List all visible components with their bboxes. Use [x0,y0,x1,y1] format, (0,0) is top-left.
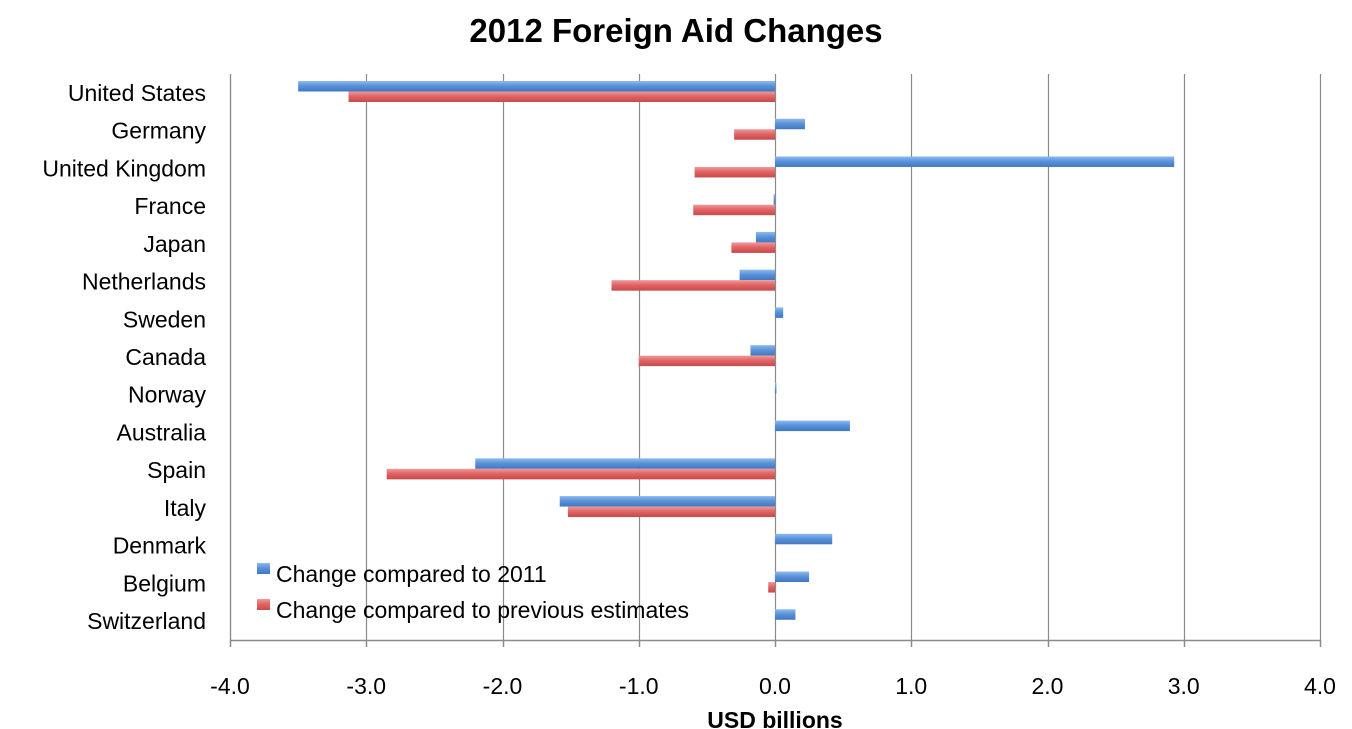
category-label-6: Sweden [123,306,206,332]
bar-vs-previous-0 [348,91,775,102]
bar-vs-2011-13 [775,571,810,583]
category-label-10: Spain [147,457,206,483]
category-label-4: Japan [143,231,206,257]
bar-vs-previous-2 [694,166,775,178]
bar-vs-previous-5 [611,280,775,291]
x-tick-label-8: 4.0 [1304,673,1336,699]
bar-vs-2011-9 [775,420,850,432]
bar-vs-2011-10 [475,458,775,469]
bar-vs-2011-6 [775,307,784,318]
bar-vs-2011-0 [298,81,775,92]
category-label-8: Norway [128,382,206,408]
category-label-12: Denmark [113,533,207,559]
legend-swatch-0 [257,563,270,574]
category-label-13: Belgium [123,570,206,596]
bars [298,81,1175,620]
category-label-2: United Kingdom [42,155,206,181]
category-label-7: Canada [125,344,206,370]
category-label-14: Switzerland [87,608,206,634]
x-tick-label-1: -3.0 [346,673,386,699]
axes [229,74,1322,647]
legend-label-1: Change compared to previous estimates [276,597,689,623]
bar-vs-previous-1 [734,129,775,140]
x-tick-label-5: 1.0 [895,673,927,699]
bar-vs-2011-7 [750,345,775,356]
bar-vs-2011-12 [775,533,833,545]
labels: -4.0 -3.0 -2.0 -1.0 0.0 1.0 2.0 3.0 4.0 United St… [42,80,1336,729]
category-label-1: Germany [111,118,206,144]
x-tick-label-3: -1.0 [619,673,659,699]
legend-swatch-1 [257,599,270,610]
bar-vs-previous-4 [731,242,775,253]
x-tick-label-6: 2.0 [1032,673,1064,699]
bar-vs-2011-2 [775,156,1175,167]
category-label-11: Italy [164,495,207,521]
category-label-0: United States [68,80,206,106]
category-label-3: France [134,193,206,219]
bar-vs-2011-8 [775,382,777,394]
bar-vs-previous-7 [638,355,775,367]
chart-title: 2012 Foreign Aid Changes [469,12,883,49]
x-tick-label-0: -4.0 [210,673,250,699]
x-tick-label-7: 3.0 [1168,673,1200,699]
bar-vs-2011-3 [773,194,775,205]
category-label-5: Netherlands [82,269,206,295]
bar-vs-previous-11 [567,506,775,518]
bar-vs-previous-13 [768,582,775,593]
x-tick-label-4: 0.0 [759,673,791,699]
bar-vs-2011-11 [559,496,775,507]
bar-vs-2011-4 [755,231,775,243]
legend-label-0: Change compared to 2011 [276,561,547,587]
legend: Change compared to 2011 Change compared t… [257,561,689,623]
bar-vs-previous-10 [386,468,775,480]
bar-vs-2011-1 [775,118,805,130]
x-axis-title: USD billions [707,707,842,729]
category-label-9: Australia [117,419,207,445]
bar-vs-2011-14 [775,609,796,620]
x-tick-label-2: -2.0 [483,673,523,699]
bar-vs-previous-3 [693,204,775,216]
bar-vs-2011-5 [739,269,775,281]
